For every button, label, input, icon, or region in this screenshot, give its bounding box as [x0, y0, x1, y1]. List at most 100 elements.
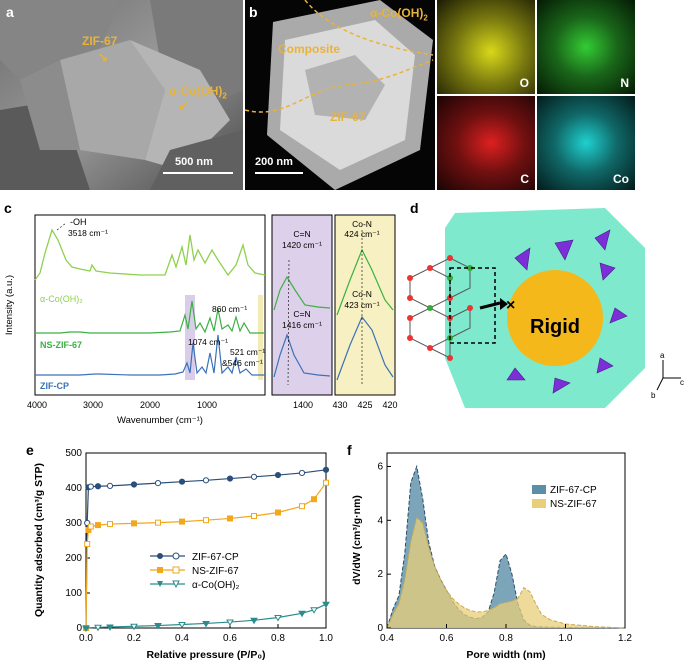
ftir-xtick-4000: 4000 — [27, 400, 47, 410]
panel-b-tem: b α-Co(OH)2 Composite ZIF-67 200 nm — [244, 0, 435, 190]
isotherm-point — [311, 496, 317, 503]
isotherm-xtick-label: 0.0 — [79, 633, 93, 644]
zoom-cn-tick: 1400 — [293, 400, 313, 410]
isotherm-ylabel: Quantity adsorbed (cm³/g STP) — [33, 463, 45, 617]
ftir-highlight-cn — [185, 295, 195, 380]
zoom-cn-cp — [273, 333, 331, 378]
isotherm-point — [178, 622, 186, 629]
tem-alpha-sub: 2 — [423, 13, 428, 23]
isotherm-point — [227, 515, 233, 522]
isotherm-point — [130, 623, 138, 631]
isotherm-point — [274, 615, 282, 622]
tem-zif-label: ZIF-67 — [330, 110, 366, 124]
isotherm-point — [84, 541, 91, 547]
panel-f-label: f — [347, 442, 352, 458]
isotherm-point — [251, 513, 257, 519]
ftir-spectrum-alpha — [34, 228, 266, 281]
con2-label: Co-N — [352, 289, 372, 299]
scale-bar-a — [163, 172, 233, 174]
zoom-con-cp — [336, 315, 394, 381]
rigid-sphere — [507, 270, 603, 366]
pore-ylabel: dV/dW (cm³/g·nm) — [351, 495, 363, 585]
pore-xtick-label: 1.2 — [618, 633, 632, 644]
cn1-value: 1420 cm⁻¹ — [282, 240, 322, 250]
eds-map-co: Co — [537, 96, 635, 190]
cross-icon: × — [506, 297, 515, 314]
isotherm-point — [298, 610, 306, 618]
legend-marker-cp-filled — [157, 553, 163, 559]
isotherm-point — [310, 607, 318, 614]
panel-a-sem-image: a ZIF-67 ↘ α-Co(OH)2 ↙ 500 nm — [0, 0, 243, 190]
isotherm-point — [155, 519, 161, 526]
panel-d-label: d — [410, 200, 419, 216]
isotherm-point — [322, 466, 330, 473]
ftir-ylabel: Intensity (a.u.) — [4, 275, 15, 335]
rigid-label: Rigid — [530, 316, 580, 338]
ftir-main-frame — [34, 214, 266, 396]
isotherm-ytick-label: 400 — [65, 483, 82, 494]
blocked-arrow — [479, 301, 501, 310]
p1074-label: 1074 cm⁻¹ — [188, 337, 228, 347]
isotherm-point — [87, 523, 94, 530]
pore-xtick-label: 1.0 — [559, 633, 573, 644]
pore-ytick-label: 0 — [377, 623, 383, 634]
isotherm-point — [226, 619, 234, 627]
pore-area-1 — [387, 517, 625, 628]
eds-map-co-label: Co — [613, 172, 629, 186]
isotherm-legend: ZIF-67-CP NS-ZIF-67 α-Co(OH)₂ — [150, 552, 240, 591]
zoom-con-tick-430: 430 — [332, 400, 347, 410]
oh-value: 3518 cm⁻¹ — [68, 228, 108, 238]
isotherm-xtick-label: 0.8 — [271, 633, 285, 644]
arrow-head-icon — [500, 298, 508, 310]
isotherm-point — [94, 624, 102, 632]
isotherm-point — [179, 518, 185, 525]
isotherm-point — [226, 475, 234, 482]
axis-c: c — [680, 378, 684, 387]
pore-legend-cp: ZIF-67-CP — [550, 485, 597, 496]
p521-label: 521 cm⁻¹ — [230, 347, 265, 357]
con1-value: 424 cm⁻¹ — [344, 229, 379, 239]
isotherm-xlabel: Relative pressure (P/P₀) — [146, 649, 265, 661]
pore-fit-line-1 — [386, 516, 626, 629]
alpha-arrow-icon: ↙ — [178, 98, 189, 113]
isotherm-point — [203, 517, 209, 524]
isotherm-xtick-label: 0.4 — [175, 633, 189, 644]
cn2-value: 1416 cm⁻¹ — [282, 320, 322, 330]
isotherm-ytick-label: 0 — [76, 623, 82, 634]
isotherm-line-0 — [85, 469, 327, 629]
oh-label: -OH — [70, 217, 87, 227]
isotherm-point — [131, 520, 137, 527]
lattice-atoms — [407, 255, 473, 361]
axis-a: a — [660, 351, 665, 360]
eds-map-c-label: C — [520, 172, 529, 186]
isotherm-xtick-label: 1.0 — [319, 633, 333, 644]
legend-marker-alpha-filled — [157, 581, 163, 587]
con1-label: Co-N — [352, 219, 372, 229]
isotherm-point — [82, 625, 90, 632]
series-label-alpha: α-Co(OH)₂ — [40, 294, 83, 304]
pore-ytick-label: 2 — [377, 569, 383, 580]
isotherm-ytick-label: 500 — [65, 448, 82, 459]
pore-ytick-label: 6 — [377, 461, 383, 472]
scale-text-a: 500 nm — [175, 156, 213, 168]
axis-b: b — [651, 391, 656, 400]
scale-text-b: 200 nm — [255, 156, 293, 168]
legend-label-cp: ZIF-67-CP — [192, 552, 239, 563]
ftir-xlabel: Wavenumber (cm⁻¹) — [117, 415, 203, 426]
isotherm-ytick-label: 300 — [65, 518, 82, 529]
cn1-label: C=N — [293, 229, 310, 239]
legend-marker-alpha-open — [172, 580, 180, 589]
tem-alpha-text: α-Co(OH) — [370, 6, 424, 20]
legend-marker-ns-filled — [157, 567, 163, 573]
isotherm-point — [274, 471, 282, 479]
ftir-highlight-con — [258, 295, 263, 380]
isotherm-point — [95, 522, 101, 529]
isotherm-chart: 0.0 0.2 0.4 0.6 0.8 1.0 0 100 200 300 400 500 ZIF-6… — [33, 448, 333, 661]
interface-box — [449, 267, 496, 344]
alpha-coh2-text: α-Co(OH) — [169, 84, 223, 98]
ftir-xtick-3000: 3000 — [83, 400, 103, 410]
ftir-xtick-1000: 1000 — [197, 400, 217, 410]
structure-diagram: × Rigid a c b — [407, 208, 684, 408]
isotherm-point — [298, 469, 306, 477]
